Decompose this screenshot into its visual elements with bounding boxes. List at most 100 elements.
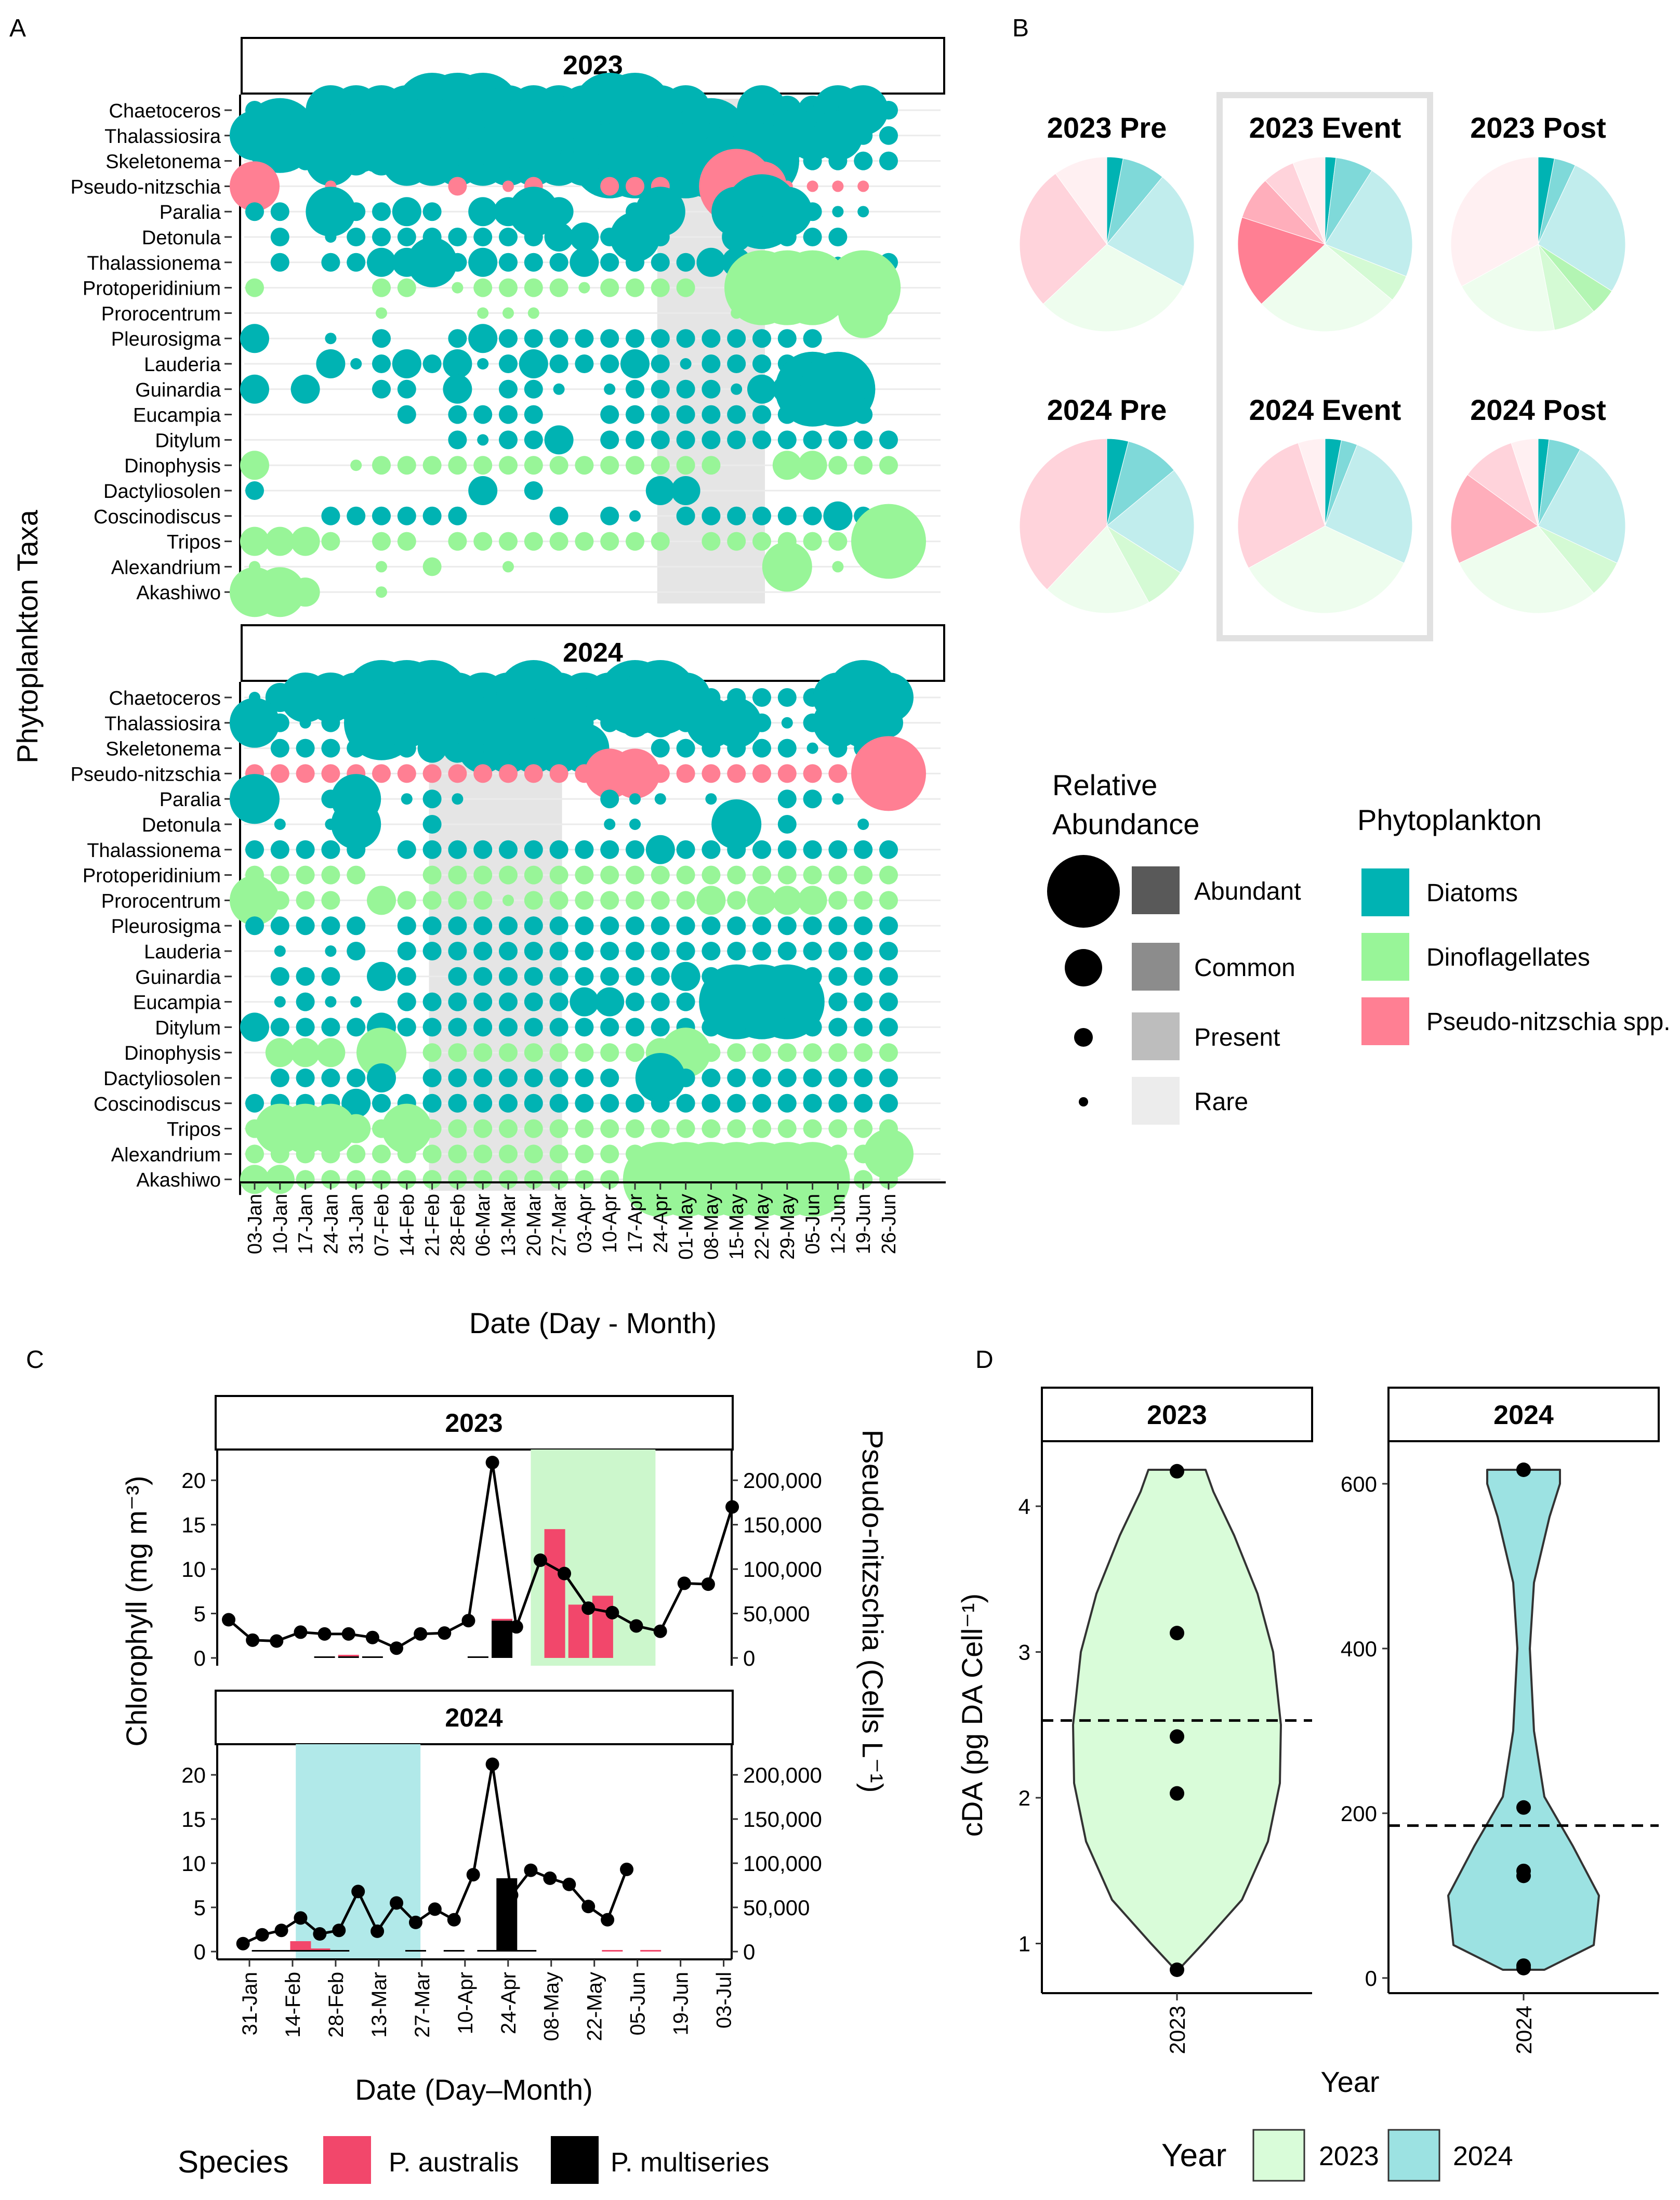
bubble: [828, 891, 848, 910]
taxon-label-pleurosigma: Pleurosigma: [111, 916, 221, 938]
bubble: [397, 739, 416, 758]
bubble: [645, 708, 675, 737]
bubble: [854, 916, 873, 936]
bubble: [549, 278, 568, 297]
bubble: [828, 739, 848, 758]
bubble: [803, 532, 822, 551]
bubble: [473, 278, 493, 297]
bubble: [321, 1018, 340, 1037]
size-legend-dot: [1079, 1097, 1088, 1106]
bubble: [749, 964, 825, 1039]
bubble: [549, 1170, 568, 1189]
bubble: [851, 504, 926, 579]
bubble: [270, 253, 289, 272]
bubble: [296, 992, 315, 1011]
panel-b-pie-charts: 2023 Pre 2023 Event 2023 Post 2024 Pre 2024 …: [1019, 92, 1626, 641]
bubble: [828, 764, 848, 783]
bubble: [828, 992, 848, 1011]
bubble: [752, 840, 771, 859]
taxon-label-prorocentrum: Prorocentrum: [101, 890, 221, 912]
bubble: [397, 405, 416, 424]
bubble: [325, 996, 337, 1008]
bubble: [879, 1018, 898, 1037]
c-chlorophyll-point: [581, 1601, 596, 1615]
bubble: [321, 253, 340, 272]
bubble: [448, 430, 467, 450]
bubble: [372, 329, 391, 348]
bubble: [879, 456, 898, 475]
pie-slice: [1511, 438, 1539, 526]
d-y-tick-label: 200: [1341, 1801, 1377, 1826]
taxon-label-dinophysis: Dinophysis: [124, 455, 221, 477]
bubble: [676, 278, 695, 297]
bubble: [524, 865, 543, 885]
bubble: [347, 506, 366, 525]
bubble: [549, 1018, 568, 1037]
bubble: [838, 288, 889, 338]
bubble: [392, 197, 421, 227]
bubble: [524, 1069, 543, 1087]
bubble: [499, 1094, 518, 1113]
bubble: [397, 532, 416, 551]
bubble: [397, 891, 416, 910]
bubble: [600, 1018, 619, 1037]
c-y-tick-label: 0: [194, 1940, 206, 1964]
c-bar-multiseries: [290, 1950, 311, 1952]
bubble: [270, 713, 289, 732]
bubble: [499, 228, 518, 246]
bubble: [270, 764, 289, 783]
c-strip-2024: [215, 1690, 734, 1745]
bubble: [777, 1119, 797, 1138]
taxon-label-alexandrium: Alexandrium: [111, 1144, 221, 1166]
bubble: [245, 840, 264, 859]
x-tick-label: 03-Apr: [574, 1194, 596, 1253]
taxon-label-thalassionema: Thalassionema: [87, 253, 221, 274]
bubble: [854, 942, 873, 960]
bubble: [524, 253, 543, 272]
bubble: [468, 247, 498, 277]
x-tick-label: 07-Feb: [371, 1194, 393, 1256]
c-bar-australis: [640, 1949, 662, 1952]
bubble: [575, 354, 594, 373]
bubble: [854, 1043, 873, 1062]
bubble: [473, 532, 493, 551]
bubble: [397, 916, 416, 936]
bubble: [499, 865, 518, 885]
bubble: [575, 1144, 594, 1164]
bubble: [702, 1043, 721, 1062]
d-x-tick-label: 2023: [1165, 2006, 1189, 2054]
bubble: [230, 161, 280, 212]
c-x-tick-label: 28-Feb: [325, 1972, 348, 2038]
bubble: [626, 1043, 644, 1062]
bubble: [296, 967, 315, 986]
bubble: [477, 307, 489, 319]
bubble: [752, 688, 771, 707]
taxon-label-dactyliosolen: Dactyliosolen: [103, 1068, 221, 1090]
bubble: [575, 456, 594, 475]
taxon-label-alexandrium: Alexandrium: [111, 557, 221, 578]
c-x-tick-label: 27-Mar: [411, 1972, 434, 2038]
bubble: [422, 891, 442, 910]
bubble: [803, 202, 822, 221]
bubble: [747, 374, 776, 404]
bubble: [296, 891, 315, 910]
bubble: [828, 456, 848, 475]
bubble: [325, 945, 337, 957]
bubble: [270, 891, 289, 910]
bubble: [448, 1094, 467, 1113]
bubble: [828, 967, 848, 986]
c-x-tick-label: 03-Jul: [713, 1972, 736, 2028]
taxon-label-dactyliosolen: Dactyliosolen: [103, 481, 221, 503]
bubble: [874, 708, 903, 737]
c-chlorophyll-point: [438, 1626, 452, 1640]
bubble: [499, 1170, 518, 1189]
bubble: [397, 942, 416, 960]
d-point: [1516, 1868, 1531, 1883]
c-chlorophyll-point: [509, 1620, 523, 1634]
c-bar-australis: [338, 1655, 359, 1656]
bubble: [245, 1144, 264, 1164]
bubble: [347, 942, 366, 960]
bubble: [803, 942, 822, 960]
bubble: [549, 840, 568, 859]
x-tick-label: 01-May: [676, 1194, 697, 1260]
